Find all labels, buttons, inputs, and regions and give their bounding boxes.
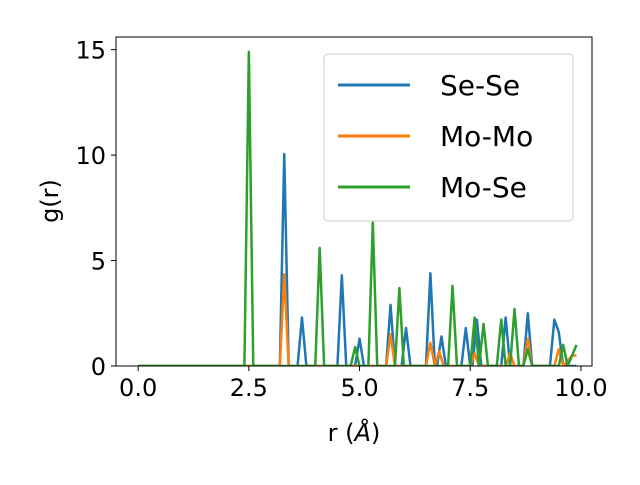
y-tick-label: 5 [91,248,106,276]
x-axis-label: r (Å) [328,418,381,447]
y-axis-label: g(r) [36,179,64,223]
y-tick-label: 10 [75,142,106,170]
plot-frame [115,36,593,367]
x-tick-label: 0.0 [119,374,157,402]
x-tick-label: 10.0 [554,374,607,402]
x-axis-ticks: 0.0 2.5 5.0 7.5 10.0 [119,366,608,402]
legend-label-mo-mo: Mo-Mo [440,120,533,153]
legend-box [323,53,574,222]
x-tick-label: 7.5 [451,374,489,402]
y-axis-ticks: 0 5 10 15 [75,37,116,381]
legend: Se-Se Mo-Mo Mo-Se [323,53,574,222]
y-tick-label: 0 [91,353,106,381]
y-tick-label: 15 [75,37,106,65]
x-tick-label: 2.5 [230,374,268,402]
series-line-mo-mo [138,273,577,366]
legend-label-se-se: Se-Se [440,69,520,102]
legend-label-mo-se: Mo-Se [440,171,527,204]
x-tick-label: 5.0 [340,374,378,402]
series-layer [138,50,578,366]
